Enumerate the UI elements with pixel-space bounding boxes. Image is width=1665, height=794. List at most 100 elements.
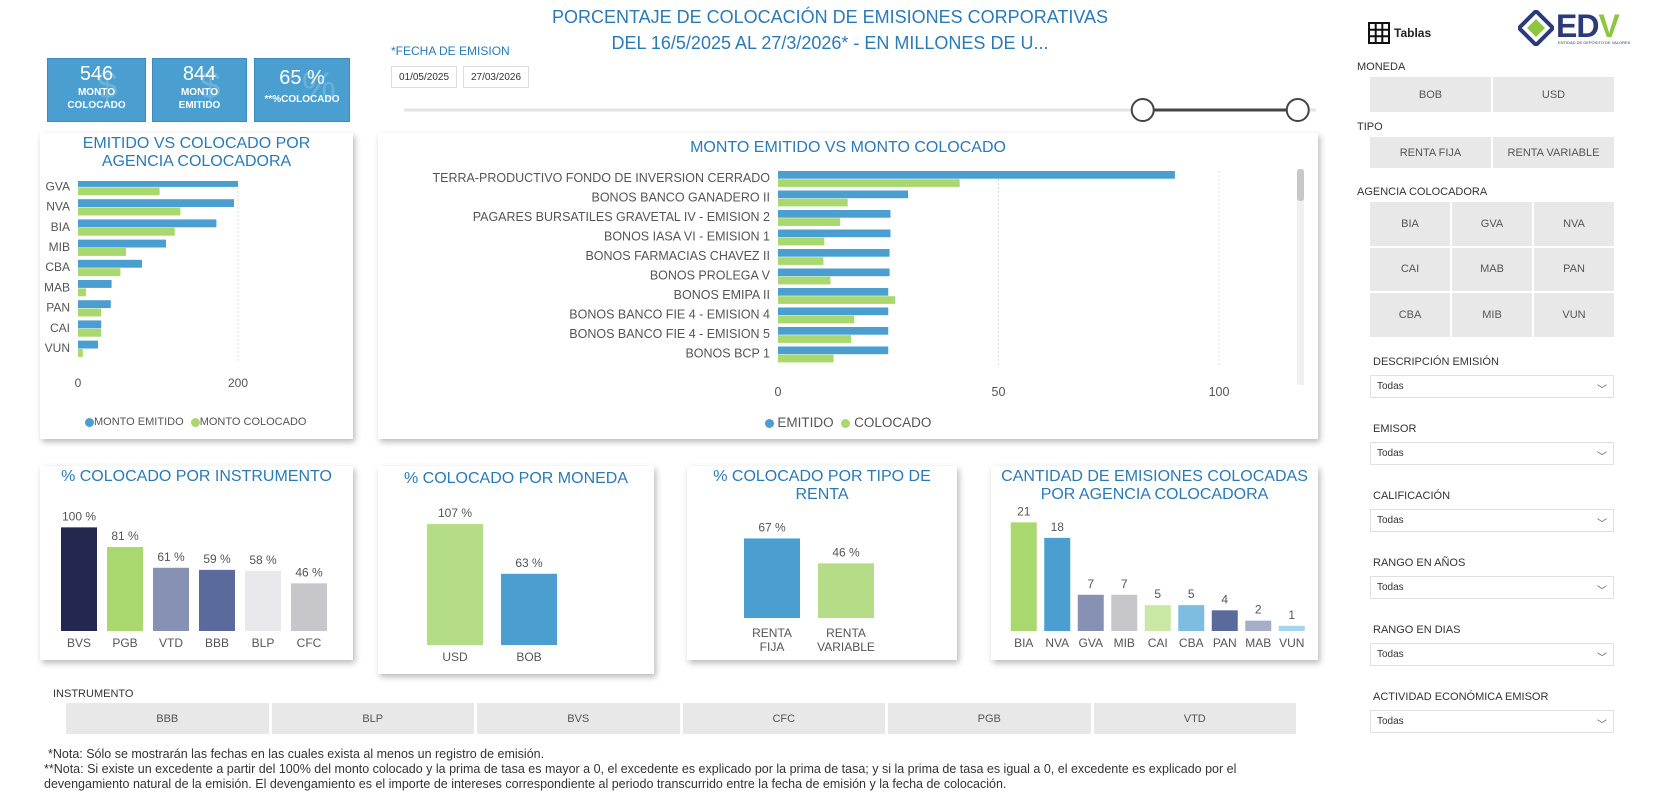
data-label: 2 [1255,603,1262,617]
category-label: CAI [50,321,70,335]
agencia-option-mib[interactable]: MIB [1452,293,1532,337]
category-label: BOB [516,650,541,664]
category-label: BIA [1014,636,1033,650]
moneda-label: MONEDA [1357,61,1406,73]
logo-subtitle: ENTIDAD DE DEPÓSITO DE VALORES [1558,40,1631,45]
chart-emisiones-plot: 0 50 100 TERRA-PRODUCTIVO FONDO DE INVERSIO… [432,171,1229,399]
bar-colocado [778,315,855,324]
descripcion-emision-dropdown[interactable]: Todas ﹀ [1370,375,1614,398]
category-label: GVA [1079,636,1103,650]
agencia-option-mab[interactable]: MAB [1452,247,1532,292]
legend-dot-colocado [841,418,851,428]
instrument-option-cfc[interactable]: CFC [682,703,885,734]
dollar-icon: $ [96,65,118,107]
agencia-option-cai[interactable]: CAI [1370,247,1450,292]
chevron-down-icon: ﹀ [1597,586,1607,597]
dollar-icon: $ [199,65,221,107]
category-label: VUN [1279,636,1304,650]
bar [245,570,281,631]
calificacion-dropdown[interactable]: Todas ﹀ [1370,509,1614,532]
instrument-filter-label: INSTRUMENTO [53,688,134,700]
data-label: 81 % [111,529,139,543]
table-icon [1368,22,1390,44]
x-tick-label: 200 [228,376,248,390]
chart-moneda-card: % COLOCADO POR MONEDA 107 % USD 63 % BOB [378,466,654,674]
agencia-option-nva[interactable]: NVA [1534,202,1614,246]
rango-dias-dropdown[interactable]: Todas ﹀ [1370,643,1614,666]
bar-monto-emitido [78,280,112,288]
tipo-filter: RENTA FIJA RENTA VARIABLE [1370,137,1614,168]
bar-emitido [778,171,1175,179]
date-range-slider[interactable] [400,96,1320,126]
kpi-label: COLOCADO [67,100,126,111]
slider-end-handle[interactable] [1285,98,1310,122]
agencia-option-vun[interactable]: VUN [1534,293,1614,337]
kpi-label: MONTO [180,87,219,98]
data-label: 46 % [295,565,323,579]
category-label: PAN [1213,636,1237,650]
instrument-option-bvs[interactable]: BVS [477,703,680,734]
moneda-option-usd[interactable]: USD [1493,77,1614,112]
scrollbar[interactable] [1297,169,1304,385]
bar-monto-emitido [78,300,111,309]
agencia-option-gva[interactable]: GVA [1452,202,1532,246]
legend-dot-emitido [764,418,774,428]
edv-logo: EDV ENTIDAD DE DEPÓSITO DE VALORES [1518,8,1631,48]
chart-moneda-plot: 107 % USD 63 % BOB [427,506,557,664]
kpi-monto-emitido: $ 844 MONTO EMITIDO [152,58,247,122]
agencia-label: AGENCIA COLOCADORA [1357,186,1488,198]
agencia-option-cba[interactable]: CBA [1370,293,1450,337]
scrollbar-thumb[interactable] [1297,169,1304,201]
rango-anios-label: RANGO EN AÑOS [1373,557,1466,569]
category-label: BBB [205,636,229,650]
category-label: CAI [1148,636,1168,650]
instrument-option-pgb[interactable]: PGB [888,703,1091,734]
chart-title: % COLOCADO POR INSTRUMENTO [61,468,332,485]
legend-label: COLOCADO [854,415,932,430]
chart-agencia-plot: 0 200 GVA NVA BIA MIB CBA MAB PAN CAI VUN [44,181,248,390]
actividad-economica-dropdown[interactable]: Todas ﹀ [1370,710,1614,733]
rango-anios-dropdown[interactable]: Todas ﹀ [1370,576,1614,599]
kpi-value: 65 % [279,67,325,89]
instrument-option-vtd[interactable]: VTD [1093,703,1296,734]
agencia-option-bia[interactable]: BIA [1370,202,1450,246]
date-start-input[interactable]: 01/05/2025 [391,66,457,88]
category-label: RENTA [826,626,866,640]
legend-dot-colocado [190,417,200,427]
chart-title: EMITIDO VS COLOCADO POR AGENCIA COLOCADO… [82,135,311,170]
chart-renta-card: % COLOCADO POR TIPO DE RENTA 67 % RENTA FI… [687,466,957,660]
category-label: BONOS EMIPA II [674,288,770,302]
chevron-down-icon: ﹀ [1597,519,1607,530]
instrument-option-bbb[interactable]: BBB [66,703,269,734]
bar [818,563,874,618]
tipo-option-renta-fija[interactable]: RENTA FIJA [1370,137,1491,168]
logo-mark-icon [1518,10,1554,46]
bar-emitido [778,307,889,316]
category-label: RENTA [752,626,792,640]
date-end-input[interactable]: 27/03/2026 [463,66,529,88]
data-label: 7 [1087,577,1094,591]
dropdown-value: Todas [1377,448,1404,459]
data-label: 5 [1154,587,1161,601]
emisor-dropdown[interactable]: Todas ﹀ [1370,442,1614,465]
bar-monto-colocado [78,308,102,317]
moneda-option-bob[interactable]: BOB [1370,77,1491,112]
category-label: BONOS BANCO FIE 4 - EMISION 4 [569,308,770,322]
data-label: 67 % [758,520,786,534]
footnote-2: **Nota: Si existe un excedente a partir … [44,762,1237,791]
category-label: USD [442,650,468,664]
dropdown-value: Todas [1377,649,1404,660]
bar-colocado [778,335,852,343]
tipo-option-renta-variable[interactable]: RENTA VARIABLE [1493,137,1614,168]
chevron-down-icon: ﹀ [1597,385,1607,396]
category-label: TERRA-PRODUCTIVO FONDO DE INVERSION CERR… [432,171,770,185]
bar-emitido [778,268,890,277]
tables-button[interactable]: Tablas [1368,22,1431,44]
bar-monto-colocado [78,187,160,196]
agencia-option-pan[interactable]: PAN [1534,247,1614,292]
chart-cantidad-plot: 21 BIA 18 NVA 7 GVA 7 MIB 5 CAI 5 CBA 4 PAN 2 MAB 1 VUN [1010,504,1305,650]
kpi-label: MONTO [77,87,116,98]
slider-start-handle[interactable] [1130,98,1155,122]
instrument-option-blp[interactable]: BLP [271,703,474,734]
